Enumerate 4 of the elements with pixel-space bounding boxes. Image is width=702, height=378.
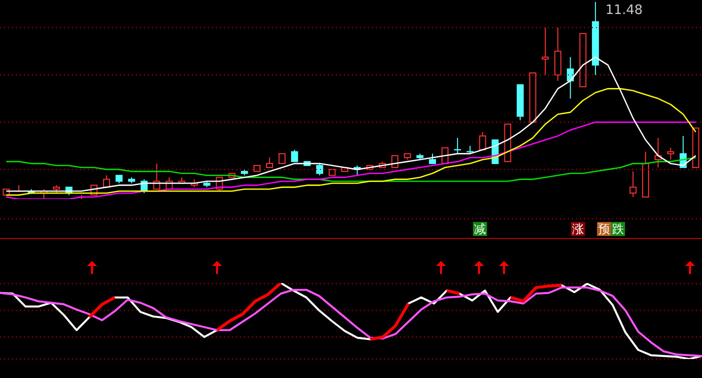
annotation: 11.48 (605, 3, 643, 18)
text: 涨 (571, 222, 585, 236)
text: 减 (473, 222, 487, 236)
text: 预跌 (597, 222, 625, 236)
